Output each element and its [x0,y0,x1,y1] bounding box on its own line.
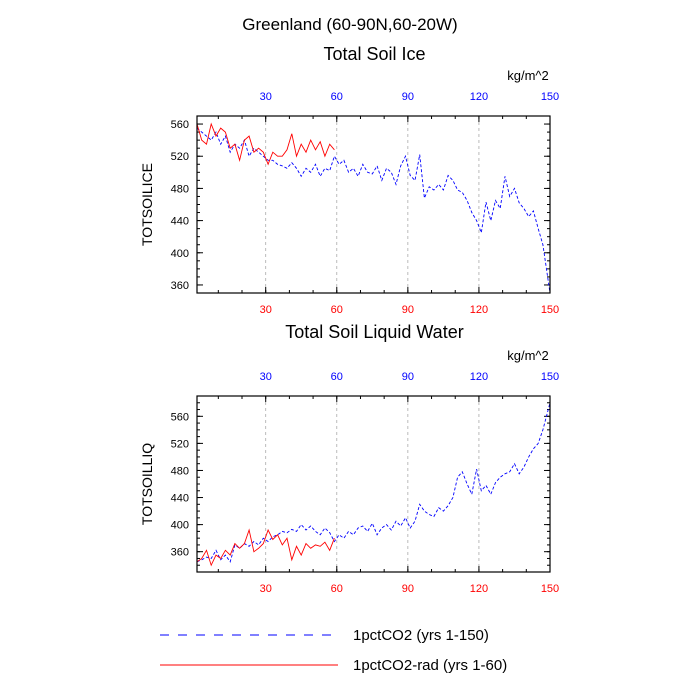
y-tick-label: 480 [171,465,189,477]
top-axis-unit-label: kg/m^2 [507,348,549,363]
x-tick-label-top: 30 [260,91,272,103]
y-tick-label: 440 [171,216,189,228]
chart-title: Total Soil Liquid Water [285,322,463,342]
x-tick-label-bottom: 30 [260,583,272,595]
legend-label-1pctco2: 1pctCO2 (yrs 1-150) [353,627,489,644]
y-tick-label: 360 [171,280,189,292]
x-tick-label-bottom: 90 [402,304,414,316]
x-tick-label-top: 150 [541,371,559,383]
y-tick-label: 560 [171,119,189,131]
y-axis-label: TOTSOILLIQ [139,443,155,525]
figure-title: Greenland (60-90N,60-20W) [242,15,457,34]
y-tick-label: 520 [171,438,189,450]
y-tick-label: 400 [171,520,189,532]
series-line-1pctco2-rad [196,528,335,567]
legend: 1pctCO2 (yrs 1-150) 1pctCO2-rad (yrs 1-6… [160,627,507,674]
series-line-1pctco2 [196,402,551,563]
x-tick-label-top: 60 [331,91,343,103]
x-tick-label-bottom: 120 [470,583,488,595]
x-tick-label-top: 90 [402,371,414,383]
y-tick-label: 360 [171,547,189,559]
x-tick-label-top: 30 [260,371,272,383]
legend-label-1pctco2-rad: 1pctCO2-rad (yrs 1-60) [353,657,507,674]
x-tick-label-top: 120 [470,371,488,383]
plot-frame [196,395,551,573]
top-axis-unit-label: kg/m^2 [507,68,549,83]
series-line-1pctco2 [196,127,551,294]
y-tick-label: 560 [171,411,189,423]
y-tick-label: 520 [171,151,189,163]
y-tick-label: 400 [171,248,189,260]
x-tick-label-top: 150 [541,91,559,103]
x-tick-label-bottom: 90 [402,583,414,595]
plot-frame [196,115,551,294]
y-tick-label: 480 [171,183,189,195]
chart-panel-soil-ice: Total Soil Ice kg/m^2 TOTSOILICE 30 30 60 60 90… [139,44,559,316]
y-axis-label: TOTSOILICE [139,163,155,246]
x-tick-label-bottom: 150 [541,304,559,316]
x-tick-label-top: 60 [331,371,343,383]
x-tick-label-bottom: 60 [331,583,343,595]
x-tick-label-top: 90 [402,91,414,103]
series-line-1pctco2-rad [196,122,335,166]
x-tick-label-bottom: 120 [470,304,488,316]
x-tick-label-bottom: 60 [331,304,343,316]
y-tick-label: 440 [171,493,189,505]
chart-panel-soil-liquid-water: Total Soil Liquid Water kg/m^2 TOTSOILLIQ 3… [139,322,559,595]
x-tick-label-bottom: 150 [541,583,559,595]
x-tick-label-top: 120 [470,91,488,103]
chart-title: Total Soil Ice [323,44,425,64]
x-tick-label-bottom: 30 [260,304,272,316]
